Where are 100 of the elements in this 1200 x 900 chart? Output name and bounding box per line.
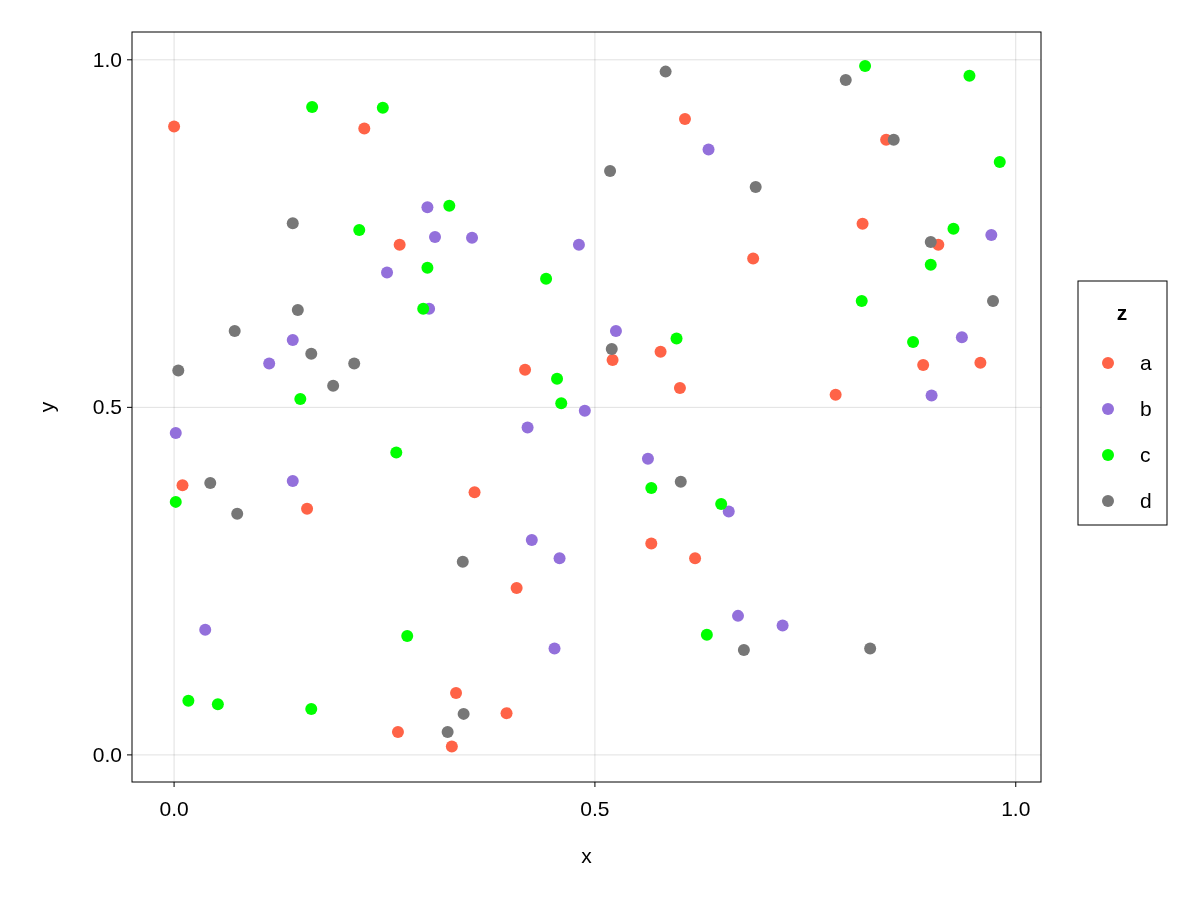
point: [421, 261, 434, 274]
point: [737, 643, 750, 656]
point: [776, 619, 789, 632]
point: [859, 60, 872, 73]
point: [659, 65, 672, 78]
point: [286, 217, 299, 230]
point: [606, 354, 619, 367]
point: [924, 258, 937, 271]
point: [925, 389, 938, 402]
point: [441, 725, 454, 738]
point: [702, 143, 715, 156]
x-tick-label: 1.0: [1001, 797, 1031, 820]
point: [228, 324, 241, 337]
point: [641, 452, 654, 465]
point: [578, 404, 591, 417]
point: [168, 120, 181, 133]
legend-title: z: [1116, 301, 1128, 324]
point: [358, 122, 371, 135]
point: [445, 740, 458, 753]
point: [749, 181, 762, 194]
point: [500, 707, 513, 720]
point: [169, 495, 182, 508]
point: [421, 201, 434, 214]
point: [947, 222, 960, 235]
point: [987, 295, 1000, 307]
point: [306, 101, 319, 114]
point: [450, 687, 463, 700]
point: [722, 505, 735, 518]
point: [572, 238, 585, 251]
point: [963, 69, 976, 82]
point: [401, 630, 414, 643]
y-axis-title: y: [35, 401, 58, 413]
point: [519, 363, 532, 376]
point: [466, 231, 479, 244]
point: [955, 331, 968, 344]
point: [917, 358, 930, 371]
point: [169, 427, 182, 440]
x-axis-title: x: [581, 844, 593, 867]
point: [540, 272, 553, 285]
point: [974, 356, 987, 369]
point: [839, 73, 852, 86]
point: [732, 609, 744, 622]
point: [182, 694, 195, 707]
legend-label: a: [1140, 351, 1152, 374]
point: [468, 486, 481, 499]
point: [301, 502, 314, 515]
point: [548, 642, 561, 655]
point: [864, 642, 877, 655]
point: [348, 357, 361, 370]
point: [907, 336, 920, 349]
point: [211, 698, 224, 711]
point: [199, 623, 212, 636]
point: [327, 379, 340, 392]
point: [673, 381, 686, 394]
point: [985, 228, 998, 241]
point: [551, 372, 564, 385]
point: [263, 357, 276, 370]
point: [456, 555, 469, 568]
legend-label: b: [1140, 397, 1152, 420]
point: [924, 235, 937, 248]
point: [393, 238, 406, 251]
point: [286, 475, 299, 488]
point: [231, 507, 244, 520]
point: [443, 199, 456, 212]
point: [605, 342, 618, 355]
point: [291, 304, 304, 317]
point: [417, 302, 430, 315]
x-tick-label: 0.5: [580, 797, 610, 820]
point: [674, 475, 687, 488]
point: [376, 101, 389, 114]
point: [204, 477, 217, 490]
y-tick-label: 0.5: [92, 395, 122, 419]
point: [645, 481, 658, 494]
point: [305, 347, 318, 360]
legend-label: d: [1140, 489, 1152, 512]
point: [689, 552, 702, 565]
point: [353, 224, 366, 237]
point: [609, 324, 622, 337]
point: [887, 133, 900, 146]
point: [391, 725, 404, 738]
point: [555, 397, 568, 410]
point: [381, 266, 394, 279]
point: [525, 534, 538, 547]
y-tick-label: 1.0: [92, 47, 122, 71]
point: [654, 345, 667, 358]
legend-label: c: [1140, 443, 1151, 466]
point: [294, 393, 307, 406]
point: [286, 333, 299, 346]
point: [429, 231, 441, 244]
point: [715, 497, 728, 510]
x-tick-label: 0.0: [159, 797, 189, 820]
point: [390, 446, 403, 459]
point: [553, 552, 566, 565]
y-tick-label: 0.0: [92, 742, 122, 766]
point: [829, 388, 842, 401]
point: [521, 421, 534, 434]
point: [457, 707, 470, 720]
point: [993, 155, 1006, 168]
point: [176, 479, 189, 492]
point: [172, 364, 185, 377]
